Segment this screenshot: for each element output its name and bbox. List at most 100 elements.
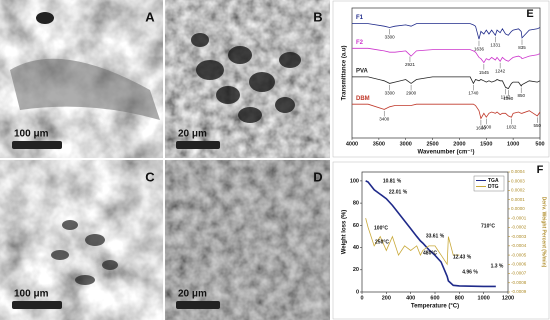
- annotation: 480°C: [423, 250, 437, 256]
- annotation: 250°C: [375, 239, 389, 245]
- x-tick-label: 0: [360, 295, 363, 301]
- annotation: 710°C: [481, 223, 495, 229]
- x-tick-label: 4000: [346, 141, 358, 147]
- peak-label: 3300: [385, 91, 396, 96]
- annotation: 100°C: [374, 225, 388, 231]
- y2-tick-label: -0.0002: [511, 225, 527, 230]
- series-line: [352, 76, 541, 90]
- annotation: 22.01 %: [389, 189, 408, 195]
- y2-tick-label: 0.0002: [511, 188, 525, 193]
- chart-frame: [332, 161, 550, 320]
- scale-bar-label: 100 μm: [14, 289, 49, 300]
- scale-bar-label: 20 μm: [178, 129, 207, 140]
- plot-area: [351, 7, 541, 139]
- y2-axis-label: Deriv. Weight Percent (%/min): [541, 197, 547, 268]
- panel-label: D: [313, 169, 322, 184]
- x-tick-label: 200: [382, 295, 391, 301]
- y-tick-label: 0: [356, 289, 359, 295]
- y-tick-label: 20: [353, 267, 359, 273]
- y2-tick-label: -0.0009: [511, 289, 527, 294]
- panel-label: C: [145, 169, 155, 184]
- sem-d: [165, 160, 330, 320]
- y2-tick-label: -0.0001: [511, 215, 527, 220]
- x-tick-label: 500: [535, 141, 544, 147]
- y-axis-label: Weight loss (%): [342, 210, 348, 255]
- y-axis-label: Transmittance (a.u): [342, 45, 348, 100]
- series-line: [365, 218, 460, 266]
- y2-tick-label: 0.0003: [511, 178, 525, 183]
- x-tick-label: 2000: [453, 141, 465, 147]
- peak-label: 1740: [468, 91, 479, 96]
- annotation: 1.3 %: [491, 263, 504, 269]
- series-line: [352, 47, 541, 64]
- y2-tick-label: 0.0001: [511, 197, 525, 202]
- series-label: DBM: [356, 96, 370, 102]
- peak-label: 1545: [479, 70, 490, 75]
- x-tick-label: 2500: [426, 141, 438, 147]
- x-tick-label: 400: [406, 295, 415, 301]
- legend-box: [473, 175, 505, 192]
- y-tick-label: 100: [350, 178, 359, 184]
- peak-label: 1500: [481, 124, 492, 129]
- legend-label: TGA: [488, 178, 499, 184]
- x-tick-label: 1000: [507, 141, 519, 147]
- panel-label: F: [537, 164, 544, 176]
- peak-label: 1600: [476, 126, 487, 131]
- y2-tick-label: -0.0008: [511, 280, 527, 285]
- peak-label: 1242: [495, 68, 506, 73]
- y-tick-label: 40: [353, 245, 359, 251]
- annotation: 33.61 %: [426, 233, 445, 239]
- x-tick-label: 1000: [478, 295, 490, 301]
- annotation: 4.96 %: [462, 269, 478, 275]
- y2-tick-label: -0.0003: [511, 234, 527, 239]
- scale-bar-label: 20 μm: [178, 289, 207, 300]
- peak-label: 1142: [501, 94, 511, 99]
- series-line: [365, 180, 496, 288]
- chart-frame: [332, 0, 550, 158]
- peak-label: 1331: [490, 42, 501, 47]
- y2-tick-label: -0.0004: [511, 243, 527, 248]
- x-tick-label: 800: [455, 295, 464, 301]
- panel-label: A: [145, 9, 155, 24]
- scale-bar: [12, 301, 62, 309]
- peak-label: 3300: [385, 35, 396, 40]
- panel-label: E: [526, 8, 533, 20]
- sem-c: [0, 160, 163, 320]
- series-label: F2: [356, 40, 364, 46]
- y2-tick-label: -0.0007: [511, 271, 527, 276]
- peak-label: 835: [518, 45, 526, 50]
- y2-tick-label: 0.0004: [511, 169, 525, 174]
- peak-label: 3400: [379, 117, 390, 122]
- x-tick-label: 3000: [400, 141, 412, 147]
- sem-b: [165, 0, 330, 158]
- y-tick-label: 60: [353, 223, 359, 229]
- series-label: PVA: [356, 68, 369, 74]
- series-label: F1: [356, 15, 364, 21]
- legend-label: DTG: [488, 184, 499, 190]
- peak-label: 2921: [405, 62, 416, 67]
- x-tick-label: 3500: [373, 141, 385, 147]
- x-axis-label: Temperature (°C): [411, 304, 459, 310]
- series-line: [352, 103, 541, 120]
- series-line: [352, 23, 541, 40]
- y-tick-label: 80: [353, 201, 359, 207]
- panel-label: B: [313, 9, 322, 24]
- annotation: 12.43 %: [453, 254, 472, 260]
- scale-bar-label: 100 μm: [14, 129, 49, 140]
- sem-a: [0, 0, 163, 158]
- peak-label: 2900: [406, 91, 417, 96]
- x-axis-label: Wavenumber (cm⁻¹): [418, 149, 475, 156]
- peak-label: 550: [534, 123, 542, 128]
- y2-tick-label: -0.0006: [511, 261, 527, 266]
- x-tick-label: 600: [430, 295, 439, 301]
- scale-bar: [12, 141, 62, 149]
- scale-bar: [176, 141, 220, 149]
- peak-label: 1032: [506, 124, 517, 129]
- y2-tick-label: -0.0005: [511, 252, 527, 257]
- x-tick-label: 1200: [502, 295, 514, 301]
- scale-bar: [176, 301, 220, 309]
- annotation: 10.81 %: [383, 178, 402, 184]
- y2-tick-label: 0.0000: [511, 206, 525, 211]
